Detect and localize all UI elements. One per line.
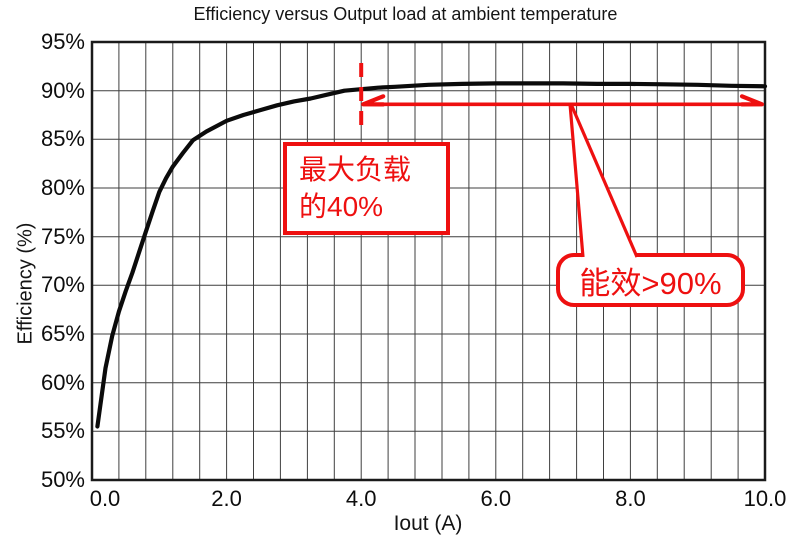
x-tick-label: 4.0 (345, 486, 377, 511)
x-tick-label: 6.0 (480, 486, 512, 511)
y-tick-label: 85% (40, 126, 85, 152)
load-annotation-line2: 的40% (299, 191, 384, 222)
load-annotation-line1: 最大负载 (299, 154, 412, 185)
y-tick-label: 70% (40, 272, 85, 298)
x-tick-label: 2.0 (211, 486, 242, 511)
x-tick-label: 0.0 (89, 486, 121, 511)
y-tick-label: 75% (40, 223, 85, 249)
y-tick-label: 50% (40, 467, 85, 492)
y-tick-label: 90% (40, 77, 85, 103)
y-tick-label: 80% (40, 175, 85, 200)
y-tick-label: 65% (40, 321, 85, 346)
efficiency-callout-label: 能效>90% (579, 265, 722, 301)
x-axis-title: Iout (A) (393, 512, 463, 535)
chart-title: Efficiency versus Output load at ambient… (193, 4, 618, 24)
y-tick-label: 60% (40, 369, 85, 395)
y-tick-label: 95% (40, 29, 85, 54)
x-tick-label: 8.0 (615, 486, 646, 511)
x-tick-label: 10.0 (743, 486, 787, 511)
y-tick-label: 55% (40, 418, 85, 444)
load-annotation-box: 最大负载 的40% (283, 142, 450, 235)
